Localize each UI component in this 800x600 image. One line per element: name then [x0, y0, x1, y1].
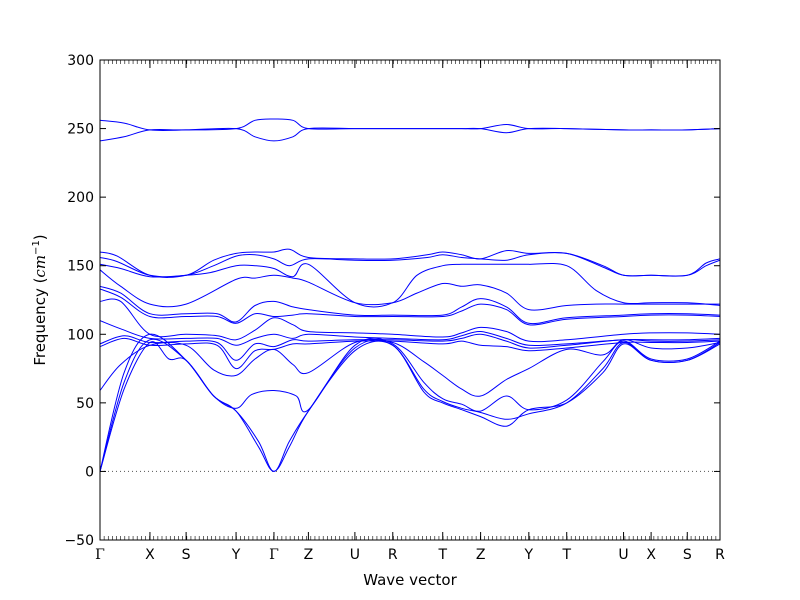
y-tick-label: −50	[64, 533, 94, 549]
x-tick-label: Z	[476, 547, 486, 563]
x-tick-label: Γ	[95, 547, 105, 563]
x-axis-label: Wave vector	[363, 571, 457, 589]
y-tick-label: 200	[67, 190, 94, 206]
y-tick-label: 300	[67, 53, 94, 69]
x-tick-label: Z	[304, 547, 314, 563]
x-tick-label: T	[437, 547, 447, 563]
x-tick-label: T	[561, 547, 571, 563]
band-series-4	[100, 252, 720, 278]
band-series-12	[100, 337, 720, 370]
x-tick-label: X	[145, 547, 155, 563]
band-series-5	[100, 262, 720, 308]
x-tick-label: X	[646, 547, 656, 563]
x-tick-label: S	[683, 547, 692, 563]
band-series-2	[100, 127, 720, 142]
x-minor-ticks	[99, 60, 721, 540]
x-tick-label: Y	[231, 547, 241, 563]
y-tick-label: 50	[76, 396, 94, 412]
plot-frame	[99, 59, 721, 541]
x-tick-label: S	[182, 547, 191, 563]
x-tick-label: R	[715, 547, 725, 563]
x-tick-label: U	[618, 547, 628, 563]
x-tick-label: U	[350, 547, 360, 563]
y-tick-label: 0	[85, 464, 94, 480]
band-series-16	[100, 340, 720, 472]
plot-background	[100, 60, 720, 540]
y-tick-label: 150	[67, 259, 94, 275]
band-series-9	[100, 298, 720, 343]
band-series-13	[100, 338, 720, 397]
band-series-7	[100, 285, 720, 325]
series-layer	[100, 118, 720, 472]
x-tick-label: Γ	[269, 547, 279, 563]
x-tick-label: R	[388, 547, 398, 563]
y-tick-label: 100	[67, 327, 94, 343]
band-series-8	[100, 288, 720, 326]
y-ticks: −50 0 50 100 150 200 250 300	[64, 53, 720, 549]
band-series-6	[100, 269, 720, 311]
x-tick-label: Y	[524, 547, 534, 563]
y-axis-label: Frequency (cm−1)	[31, 234, 49, 365]
y-tick-label: 250	[67, 122, 94, 138]
